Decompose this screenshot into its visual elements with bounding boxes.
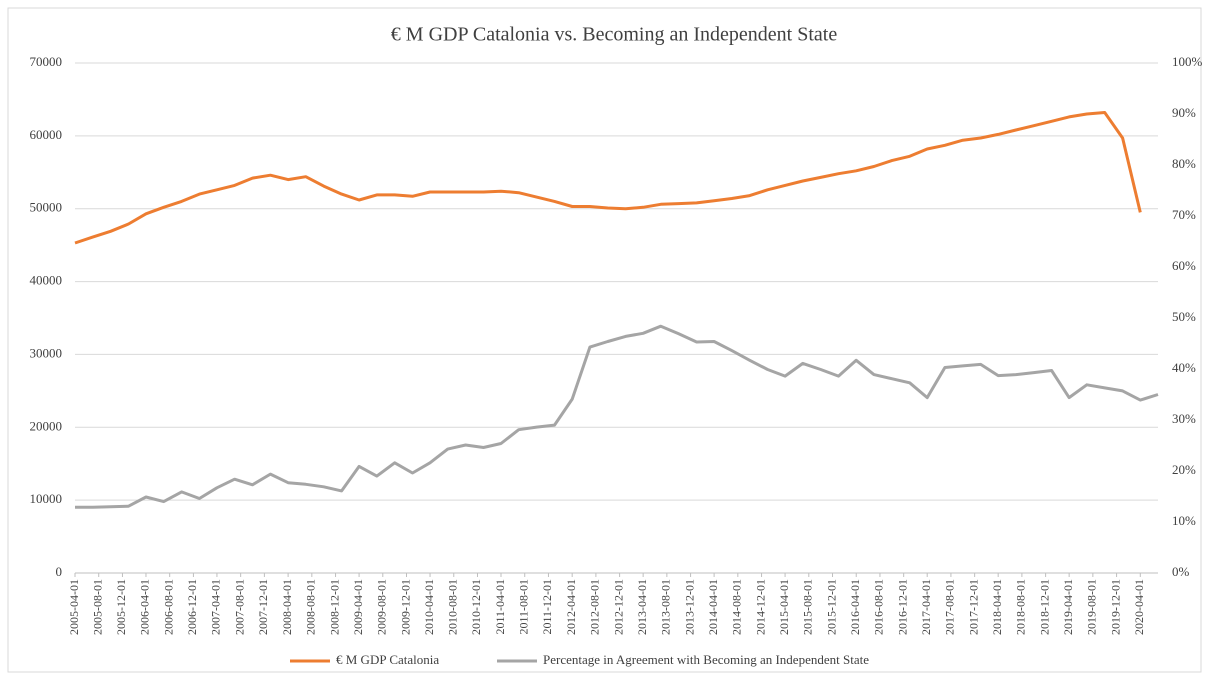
y2-tick-label: 10%	[1172, 513, 1196, 528]
x-tick-label: 2020-04-01	[1132, 579, 1146, 635]
y-tick-label: 20000	[30, 418, 63, 433]
x-tick-label: 2015-08-01	[801, 579, 815, 635]
y-tick-label: 30000	[30, 345, 63, 360]
legend-label: € M GDP Catalonia	[336, 652, 439, 667]
x-tick-label: 2008-12-01	[327, 579, 341, 635]
x-tick-label: 2018-12-01	[1037, 579, 1051, 635]
x-tick-label: 2005-08-01	[90, 579, 104, 635]
x-tick-label: 2009-12-01	[398, 579, 412, 635]
series-line	[75, 324, 1159, 509]
x-tick-label: 2017-08-01	[943, 579, 957, 635]
x-tick-label: 2017-04-01	[919, 579, 933, 635]
y2-tick-label: 0%	[1172, 564, 1190, 579]
y2-tick-label: 70%	[1172, 207, 1196, 222]
y-tick-label: 10000	[30, 491, 63, 506]
series-line	[74, 111, 1142, 245]
x-tick-label: 2017-12-01	[966, 579, 980, 635]
y2-tick-label: 60%	[1172, 258, 1196, 273]
x-tick-label: 2007-04-01	[209, 579, 223, 635]
x-tick-label: 2014-04-01	[706, 579, 720, 635]
y2-tick-label: 80%	[1172, 156, 1196, 171]
y-tick-label: 50000	[30, 200, 63, 215]
x-tick-label: 2010-08-01	[446, 579, 460, 635]
x-tick-label: 2012-08-01	[588, 579, 602, 635]
x-tick-label: 2012-04-01	[564, 579, 578, 635]
x-tick-label: 2019-08-01	[1085, 579, 1099, 635]
x-tick-label: 2007-08-01	[232, 579, 246, 635]
x-tick-label: 2016-04-01	[848, 579, 862, 635]
x-tick-label: 2014-12-01	[753, 579, 767, 635]
x-tick-label: 2010-12-01	[469, 579, 483, 635]
x-tick-label: 2008-04-01	[280, 579, 294, 635]
x-tick-label: 2013-04-01	[635, 579, 649, 635]
x-tick-label: 2016-12-01	[895, 579, 909, 635]
y-tick-label: 40000	[30, 273, 63, 288]
x-tick-label: 2011-04-01	[493, 579, 507, 635]
x-tick-label: 2011-12-01	[540, 579, 554, 635]
y2-tick-label: 20%	[1172, 462, 1196, 477]
x-tick-label: 2008-08-01	[304, 579, 318, 635]
x-tick-label: 2005-04-01	[67, 579, 81, 635]
chart-frame	[7, 7, 1202, 673]
y2-tick-label: 30%	[1172, 411, 1196, 426]
y2-tick-label: 50%	[1172, 309, 1196, 324]
x-tick-label: 2011-08-01	[516, 579, 530, 635]
x-tick-label: 2006-12-01	[185, 579, 199, 635]
x-tick-label: 2005-12-01	[114, 579, 128, 635]
y2-tick-label: 100%	[1172, 54, 1203, 69]
x-tick-label: 2016-08-01	[872, 579, 886, 635]
x-tick-label: 2006-08-01	[161, 579, 175, 635]
y-tick-label: 70000	[30, 54, 63, 69]
y2-tick-label: 90%	[1172, 105, 1196, 120]
x-tick-label: 2006-04-01	[138, 579, 152, 635]
x-tick-label: 2018-08-01	[1014, 579, 1028, 635]
x-tick-label: 2007-12-01	[256, 579, 270, 635]
x-tick-label: 2009-08-01	[375, 579, 389, 635]
legend-label: Percentage in Agreement with Becoming an…	[543, 652, 869, 667]
x-tick-label: 2012-12-01	[611, 579, 625, 635]
x-tick-label: 2009-04-01	[351, 579, 365, 635]
y2-tick-label: 40%	[1172, 360, 1196, 375]
x-tick-label: 2013-08-01	[659, 579, 673, 635]
x-tick-label: 2019-04-01	[1061, 579, 1075, 635]
x-tick-label: 2013-12-01	[682, 579, 696, 635]
y-tick-label: 60000	[30, 127, 63, 142]
y-tick-label: 0	[56, 564, 63, 579]
chart-title: € M GDP Catalonia vs. Becoming an Indepe…	[391, 24, 838, 46]
x-tick-label: 2010-04-01	[422, 579, 436, 635]
x-tick-label: 2014-08-01	[730, 579, 744, 635]
x-tick-label: 2015-04-01	[777, 579, 791, 635]
x-tick-label: 2018-04-01	[990, 579, 1004, 635]
x-tick-label: 2015-12-01	[824, 579, 838, 635]
x-tick-label: 2019-12-01	[1108, 579, 1122, 635]
